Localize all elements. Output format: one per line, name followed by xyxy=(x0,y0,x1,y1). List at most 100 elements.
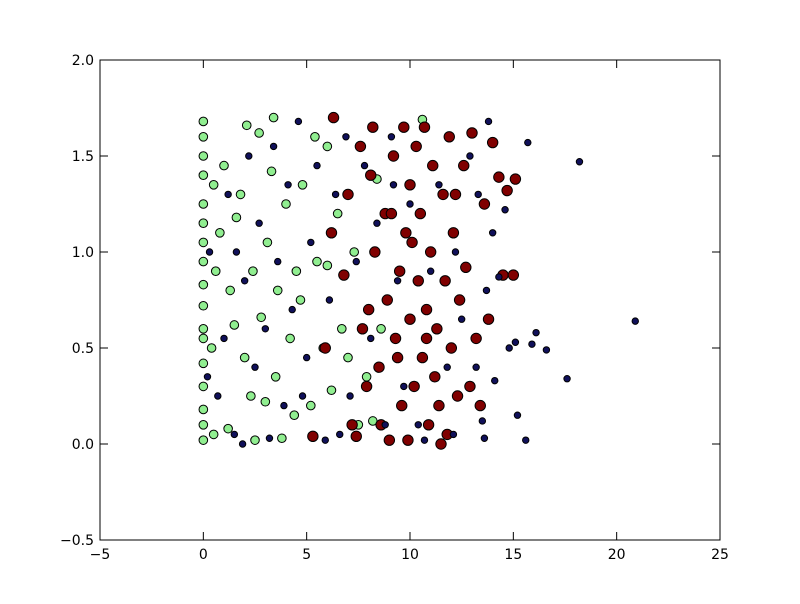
data-point xyxy=(410,140,422,153)
data-point xyxy=(220,334,228,343)
data-point xyxy=(493,171,505,183)
data-point xyxy=(373,219,381,227)
data-point xyxy=(255,219,263,227)
data-point xyxy=(435,181,443,189)
data-point xyxy=(198,199,209,209)
data-point xyxy=(391,351,404,364)
data-point xyxy=(306,400,316,411)
data-point xyxy=(338,269,350,281)
data-point xyxy=(367,121,379,133)
data-point xyxy=(246,391,256,401)
data-point xyxy=(229,320,240,330)
data-point xyxy=(198,435,209,445)
data-point xyxy=(208,180,219,190)
data-point xyxy=(281,199,291,209)
data-point xyxy=(322,260,333,271)
data-point xyxy=(466,152,474,160)
data-point xyxy=(470,332,482,345)
data-point xyxy=(198,420,209,430)
data-point xyxy=(424,246,437,258)
data-point xyxy=(404,179,416,191)
plot-area xyxy=(100,60,720,540)
data-point xyxy=(376,324,386,334)
data-point xyxy=(266,166,277,177)
data-point xyxy=(205,248,214,256)
data-point xyxy=(443,131,455,143)
data-point xyxy=(280,401,288,410)
data-point xyxy=(298,392,307,400)
data-point xyxy=(449,430,458,439)
data-point xyxy=(501,206,509,214)
data-point xyxy=(198,381,209,392)
data-point xyxy=(331,190,340,199)
data-point xyxy=(326,385,337,396)
data-point xyxy=(429,371,441,383)
data-point xyxy=(248,266,258,277)
data-point xyxy=(360,161,369,170)
data-point xyxy=(482,313,495,325)
data-point xyxy=(268,112,279,123)
data-point xyxy=(198,358,209,369)
data-point xyxy=(261,325,270,333)
series-2 xyxy=(203,117,639,448)
data-point xyxy=(420,332,433,345)
data-point xyxy=(321,436,329,444)
data-point xyxy=(393,265,406,277)
data-point xyxy=(214,392,222,400)
data-point xyxy=(505,344,513,352)
data-point xyxy=(198,132,209,142)
data-point xyxy=(447,227,460,239)
data-point xyxy=(224,190,232,199)
data-point xyxy=(203,373,212,381)
data-point xyxy=(245,152,253,160)
data-point xyxy=(322,141,333,152)
data-point xyxy=(272,285,283,296)
x-tick-label: 0 xyxy=(199,547,208,563)
data-point xyxy=(406,200,414,208)
data-point xyxy=(302,353,311,362)
y-tick-label: 0.0 xyxy=(72,437,94,453)
data-point xyxy=(238,440,247,448)
data-point xyxy=(389,181,398,189)
data-point xyxy=(474,190,482,199)
data-point xyxy=(418,121,431,133)
data-point xyxy=(445,342,458,354)
data-point xyxy=(443,363,451,371)
data-point xyxy=(346,392,354,400)
data-point xyxy=(482,286,491,295)
series-1 xyxy=(307,111,522,450)
data-point xyxy=(389,332,402,345)
data-point xyxy=(420,436,429,444)
data-point xyxy=(478,417,487,425)
data-point xyxy=(342,133,350,141)
data-point xyxy=(449,188,462,201)
data-point xyxy=(484,117,493,126)
data-point xyxy=(307,430,319,443)
data-point xyxy=(480,434,489,442)
data-point xyxy=(507,269,520,281)
data-point xyxy=(269,142,278,151)
data-point xyxy=(235,189,246,200)
data-point xyxy=(208,429,219,440)
data-point xyxy=(260,396,271,407)
y-tick-label: 1.0 xyxy=(72,245,94,261)
data-point xyxy=(381,421,389,429)
data-point xyxy=(265,434,274,442)
data-point xyxy=(198,237,209,248)
data-point xyxy=(532,328,540,337)
data-point xyxy=(231,212,242,223)
data-point xyxy=(360,380,373,393)
data-point xyxy=(451,248,460,256)
data-point xyxy=(435,438,447,450)
data-point xyxy=(319,342,331,354)
data-point xyxy=(288,305,296,314)
data-point xyxy=(198,404,209,415)
data-point xyxy=(346,419,358,431)
data-point xyxy=(342,188,354,201)
data-point xyxy=(350,430,362,443)
y-tick-label: 0.5 xyxy=(72,341,94,357)
data-point xyxy=(408,380,420,393)
data-point xyxy=(528,340,536,348)
data-point xyxy=(198,300,209,311)
data-point xyxy=(420,303,433,316)
